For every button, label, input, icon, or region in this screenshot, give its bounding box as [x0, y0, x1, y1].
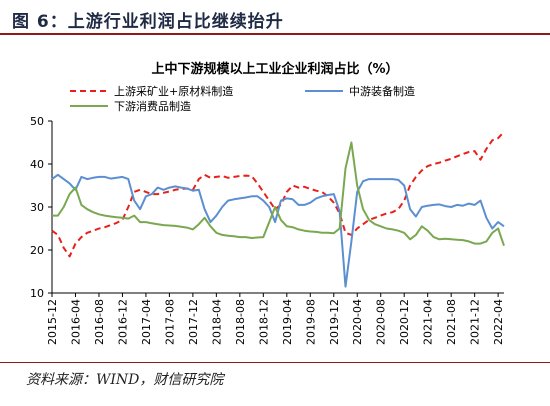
- x-tick-label: 2019-08: [304, 299, 317, 345]
- chart-title: 上中下游规模以上工业企业利润占比（%）: [151, 61, 398, 77]
- source-note: 资料来源：WIND，财信研究院: [26, 372, 224, 388]
- figure-header: 图 6：上游行业利润占比继续抬升: [0, 0, 550, 35]
- series-line-1: [51, 173, 505, 288]
- x-tick-label: 2017-12: [187, 299, 200, 345]
- y-tick-label: 50: [30, 115, 44, 128]
- x-tick-label: 2020-04: [351, 299, 364, 345]
- series-line-2: [52, 141, 505, 247]
- x-tick-label: 2018-04: [210, 299, 223, 345]
- x-tick-label: 2017-04: [140, 299, 153, 345]
- x-tick-label: 2016-08: [93, 299, 106, 345]
- x-tick-label: 2021-04: [422, 299, 435, 345]
- y-tick-label: 10: [30, 287, 44, 300]
- figure-title: 图 6：上游行业利润占比继续抬升: [12, 12, 284, 32]
- x-tick-label: 2018-12: [257, 299, 270, 345]
- x-tick-label: 2020-08: [375, 299, 388, 345]
- header-rule: [0, 33, 550, 35]
- x-tick-label: 2019-12: [328, 299, 341, 345]
- x-tick-label: 2022-04: [492, 299, 505, 345]
- x-tick-label: 2015-12: [46, 299, 59, 345]
- x-tick-label: 2018-08: [234, 299, 247, 345]
- x-tick-label: 2020-12: [398, 299, 411, 345]
- x-tick-label: 2021-08: [445, 299, 458, 345]
- y-tick-label: 30: [30, 201, 44, 214]
- legend-label-0: 上游采矿业+原材料制造: [114, 84, 233, 98]
- y-tick-label: 20: [30, 244, 44, 257]
- x-tick-label: 2021-12: [469, 299, 482, 345]
- footer-rule: [0, 362, 550, 363]
- axes: 10 20 30 40 50 2015-12 2016-04 2016-08 2016-12 20…: [30, 115, 505, 345]
- series-line-0: [51, 131, 505, 258]
- x-tick-label: 2019-04: [281, 299, 294, 345]
- plot-area: [51, 131, 505, 288]
- x-tick-label: 2017-08: [163, 299, 176, 345]
- legend-label-2: 下游消费品制造: [114, 99, 191, 113]
- legend-label-1: 中游装备制造: [349, 84, 415, 98]
- profit-share-chart: 上中下游规模以上工业企业利润占比（%） 上游采矿业+原材料制造 中游装备制造下游消…: [30, 61, 505, 345]
- y-tick-label: 40: [30, 158, 44, 171]
- x-tick-label: 2016-04: [69, 299, 82, 345]
- x-tick-label: 2016-12: [116, 299, 129, 345]
